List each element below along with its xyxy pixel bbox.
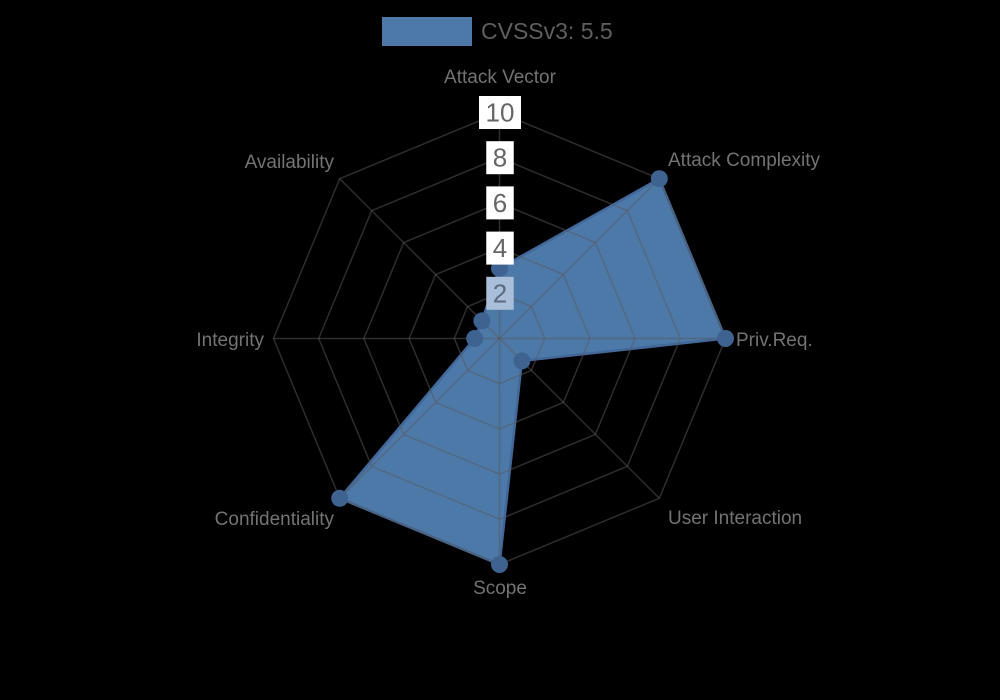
radar-points — [331, 170, 734, 573]
grid-spoke-confidentiality — [339, 337, 501, 499]
tick-backdrop-2 — [486, 276, 514, 310]
axis-label-availability: Availability — [245, 152, 335, 173]
legend-swatch — [382, 17, 472, 46]
legend: CVSSv3: 5.5 — [382, 17, 613, 46]
tick-label-6: 6 — [493, 188, 507, 218]
tick-backdrop-8 — [486, 141, 514, 175]
axis-label-user-interaction: User Interaction — [668, 508, 802, 529]
tick-label-10: 10 — [486, 98, 515, 128]
radar-ticks: 2 4 6 8 10 — [479, 96, 521, 310]
radar-axis-labels: Attack Vector Attack Complexity Priv.Req. U… — [196, 67, 820, 599]
tick-backdrop-4 — [486, 231, 514, 265]
tick-backdrop-6 — [486, 186, 514, 220]
legend-label: CVSSv3: 5.5 — [481, 18, 613, 44]
data-point-integrity[interactable] — [466, 330, 484, 347]
data-point-priv-req[interactable] — [717, 330, 734, 347]
axis-label-integrity: Integrity — [196, 330, 264, 351]
axis-label-attack-vector: Attack Vector — [444, 67, 557, 88]
grid-spoke-availability — [339, 178, 501, 340]
data-point-attack-complexity[interactable] — [650, 170, 668, 188]
axis-label-priv-req: Priv.Req. — [736, 330, 813, 351]
tick-label-2: 2 — [493, 278, 507, 308]
data-point-scope[interactable] — [491, 556, 508, 573]
data-point-confidentiality[interactable] — [331, 489, 349, 507]
data-point-availability[interactable] — [473, 312, 491, 330]
data-point-user-interaction[interactable] — [513, 352, 531, 370]
tick-label-8: 8 — [493, 143, 507, 173]
tick-backdrop-10 — [479, 96, 521, 129]
axis-label-confidentiality: Confidentiality — [215, 509, 335, 530]
axis-label-scope: Scope — [473, 578, 527, 599]
axis-label-attack-complexity: Attack Complexity — [668, 150, 821, 171]
grid-spoke-attack-complexity — [498, 178, 660, 340]
tick-label-4: 4 — [493, 233, 507, 263]
